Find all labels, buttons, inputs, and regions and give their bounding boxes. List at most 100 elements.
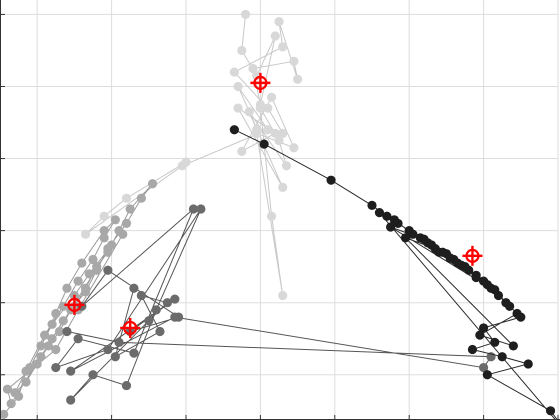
series-2-point-3 — [36, 352, 46, 362]
series-2-point-34 — [36, 341, 46, 351]
series-4-point-18 — [490, 337, 500, 347]
series-3-point-2 — [155, 326, 165, 337]
series-1-point-12 — [278, 128, 288, 138]
series-2-point-30 — [99, 226, 109, 236]
series-2-point-0 — [0, 409, 9, 419]
series-4-point-34 — [501, 298, 511, 308]
series-1-point-18 — [266, 211, 277, 221]
series-4-point-38 — [400, 233, 411, 243]
series-4-point-31 — [464, 265, 474, 275]
series-2-point-26 — [73, 276, 83, 286]
series-2-point-35 — [25, 362, 35, 373]
series-1-point-30 — [80, 229, 91, 239]
series-2-point-44 — [118, 229, 128, 239]
series-3-point-5 — [144, 316, 154, 326]
series-2-point-41 — [2, 384, 13, 394]
series-1-point-8 — [274, 17, 284, 27]
series-3-point-8 — [121, 380, 132, 391]
series-2-point-19 — [54, 326, 65, 337]
series-1-point-14 — [244, 107, 254, 117]
series-2-point-31 — [77, 258, 87, 268]
series-4-point-36 — [475, 330, 485, 340]
series-1-point-5 — [248, 63, 258, 74]
series-2-point-21 — [32, 359, 42, 369]
series-3-point-7 — [88, 370, 98, 380]
series-1-point-11 — [263, 103, 273, 113]
series-4-point-1 — [259, 139, 269, 149]
series-3-point-25 — [114, 337, 124, 347]
series-3-point-6 — [66, 395, 76, 405]
series-3-point-1 — [110, 352, 120, 362]
series-1-point-16 — [274, 135, 284, 146]
series-2-point-29 — [110, 215, 120, 225]
series-1-point-7 — [293, 74, 303, 84]
centroid-marker-3 — [120, 317, 141, 338]
series-1-point-26 — [278, 182, 288, 192]
series-2-point-20 — [43, 341, 53, 351]
series-3-point-3 — [136, 290, 146, 301]
series-1-point-27 — [233, 81, 243, 92]
series-4-point-3 — [367, 200, 377, 210]
series-3-point-14 — [129, 348, 139, 358]
series-2-point-16 — [92, 265, 102, 275]
series-1-point-6 — [289, 56, 299, 66]
series-4-point-40 — [445, 253, 455, 263]
series-1-point-20 — [252, 128, 262, 138]
series-1-point-24 — [270, 128, 280, 138]
series-2-point-33 — [51, 308, 61, 319]
series-3-point-0 — [129, 283, 139, 293]
series-4-path — [234, 129, 559, 420]
series-4-point-0 — [229, 125, 239, 135]
series-1-point-28 — [263, 125, 273, 135]
series-4 — [229, 125, 559, 420]
series-3-point-15 — [188, 204, 199, 214]
series-2-point-24 — [40, 330, 50, 340]
series-2-point-42 — [51, 344, 61, 355]
series-4-point-41 — [456, 260, 466, 270]
series-3 — [51, 204, 496, 405]
series-1-point-1 — [237, 45, 247, 56]
centroid-marker-1 — [250, 72, 271, 93]
series-3-point-10 — [196, 204, 206, 214]
series-4-point-43 — [486, 283, 496, 293]
centroid-marker-4 — [462, 245, 483, 266]
series-1-point-25 — [233, 103, 243, 113]
series-2-point-40 — [6, 398, 16, 409]
series-3-point-20 — [170, 294, 180, 304]
series-1-point-17 — [255, 103, 265, 113]
series-4-point-32 — [479, 276, 489, 286]
series-3-point-17 — [103, 265, 113, 275]
series-1-path — [85, 14, 299, 296]
series-2-point-14 — [121, 218, 132, 229]
series-1-point-23 — [237, 146, 247, 156]
series-1-point-10 — [229, 67, 239, 77]
centroid-marker-2 — [64, 294, 85, 315]
series-1-point-0 — [240, 9, 251, 20]
series-3-point-26 — [62, 326, 72, 337]
series-2-point-32 — [62, 283, 72, 293]
series-2-point-17 — [80, 287, 91, 297]
centroid-group — [64, 72, 483, 338]
series-4-point-27 — [408, 229, 418, 239]
series-group — [0, 9, 559, 420]
series-2-point-25 — [58, 301, 68, 311]
series-3-point-13 — [73, 334, 83, 344]
series-1-point-31 — [99, 211, 109, 221]
series-2-point-27 — [88, 254, 98, 265]
series-2-point-23 — [10, 388, 20, 398]
series-4-point-23 — [545, 406, 556, 416]
series-3-point-4 — [162, 298, 172, 308]
series-3-point-12 — [51, 362, 61, 373]
series-1-point-33 — [181, 157, 191, 167]
series-1-point-19 — [278, 290, 288, 301]
series-2-point-4 — [47, 334, 57, 344]
series-2-point-12 — [147, 179, 158, 189]
series-2-point-38 — [84, 269, 94, 279]
series-4-point-21 — [523, 359, 533, 369]
series-1 — [80, 9, 303, 301]
series-2-point-5 — [58, 316, 68, 326]
